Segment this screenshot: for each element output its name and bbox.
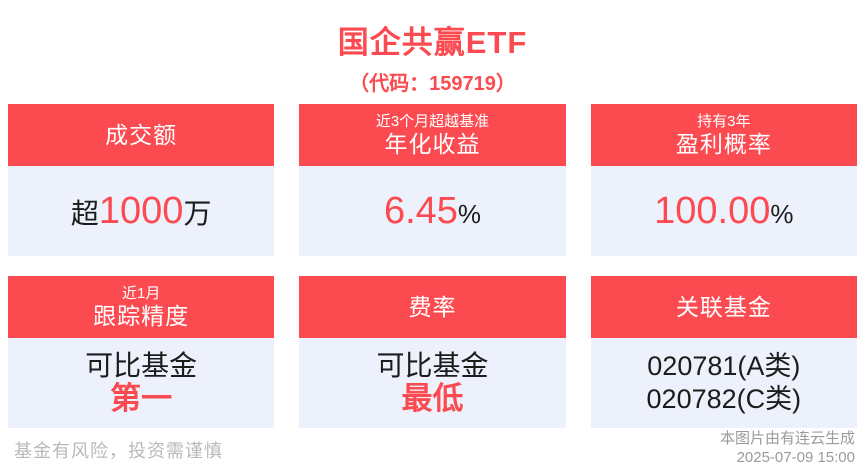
card-value-line: 最低 — [401, 382, 463, 416]
value-segment: 可比基金 — [85, 350, 198, 381]
value-segment: % — [457, 199, 482, 229]
value-segment: 100.00 — [654, 190, 771, 232]
stat-card-profit-probability: 持有3年 盈利概率 100.00% — [590, 104, 857, 256]
card-header-small: 近1月 — [121, 285, 161, 302]
card-value: 可比基金 最低 — [299, 338, 566, 428]
card-value-line: 6.45% — [384, 191, 481, 231]
card-header-main: 成交额 — [105, 121, 178, 148]
stat-card-turnover: 成交额 超 1000 万 — [8, 104, 275, 256]
card-value: 100.00% — [590, 166, 857, 256]
generator-credit: 本图片由有连云生成 — [719, 430, 855, 447]
value-segment: 020782(C类) — [646, 384, 802, 414]
card-header-small: 近3个月超越基准 — [375, 113, 490, 130]
value-segment: 最低 — [401, 381, 464, 416]
card-header: 持有3年 盈利概率 — [590, 104, 857, 166]
stat-card-related-funds: 关联基金 020781(A类) 020782(C类) — [590, 276, 857, 428]
card-value-line: 020781(A类) — [647, 350, 800, 383]
card-header: 近1月 跟踪精度 — [8, 276, 275, 338]
card-value-line: 可比基金 — [85, 350, 197, 382]
card-header-main: 关联基金 — [675, 293, 772, 320]
card-header-main: 盈利概率 — [675, 131, 772, 157]
risk-disclaimer: 基金有风险，投资需谨慎 — [14, 441, 223, 461]
card-value: 020781(A类) 020782(C类) — [590, 338, 857, 428]
card-value: 6.45% — [299, 166, 566, 256]
card-header-main: 费率 — [408, 293, 457, 320]
generation-timestamp: 2025-07-09 15:00 — [736, 449, 855, 466]
card-value-line: 超 1000 万 — [71, 191, 212, 231]
value-segment: 可比基金 — [376, 350, 489, 381]
page-title: 国企共赢ETF — [337, 25, 528, 60]
value-segment: 1000 — [98, 190, 184, 232]
card-value-line: 第一 — [110, 382, 172, 416]
card-header: 近3个月超越基准 年化收益 — [299, 104, 566, 166]
card-header-small: 持有3年 — [697, 113, 751, 130]
value-segment: % — [770, 199, 794, 229]
value-segment: 超 — [70, 198, 99, 229]
card-value: 超 1000 万 — [8, 166, 275, 256]
card-value-line: 可比基金 — [376, 350, 488, 382]
card-value: 可比基金 第一 — [8, 338, 275, 428]
stat-card-annualized-return: 近3个月超越基准 年化收益 6.45% — [299, 104, 566, 256]
stat-card-fee-rate: 费率 可比基金 最低 — [299, 276, 566, 428]
generator-credit-block: 本图片由有连云生成 2025-07-09 15:00 — [720, 429, 855, 467]
card-header: 关联基金 — [590, 276, 857, 338]
stats-grid: 成交额 超 1000 万 近3个月超越基准 年化收益 6.45% 持有3年 盈利概率… — [8, 104, 857, 428]
stat-card-tracking-precision: 近1月 跟踪精度 可比基金 第一 — [8, 276, 275, 428]
card-header: 成交额 — [8, 104, 275, 166]
card-value-line: 100.00% — [654, 191, 793, 231]
card-header: 费率 — [299, 276, 566, 338]
card-value-line: 020782(C类) — [647, 383, 802, 416]
value-segment: 6.45 — [383, 190, 458, 232]
value-segment: 万 — [183, 198, 212, 229]
value-segment: 020781(A类) — [647, 351, 801, 381]
card-header-main: 年化收益 — [384, 131, 481, 157]
page-subtitle: （代码：159719） — [349, 73, 516, 95]
card-header-main: 跟踪精度 — [93, 303, 190, 329]
value-segment: 第一 — [110, 381, 173, 416]
